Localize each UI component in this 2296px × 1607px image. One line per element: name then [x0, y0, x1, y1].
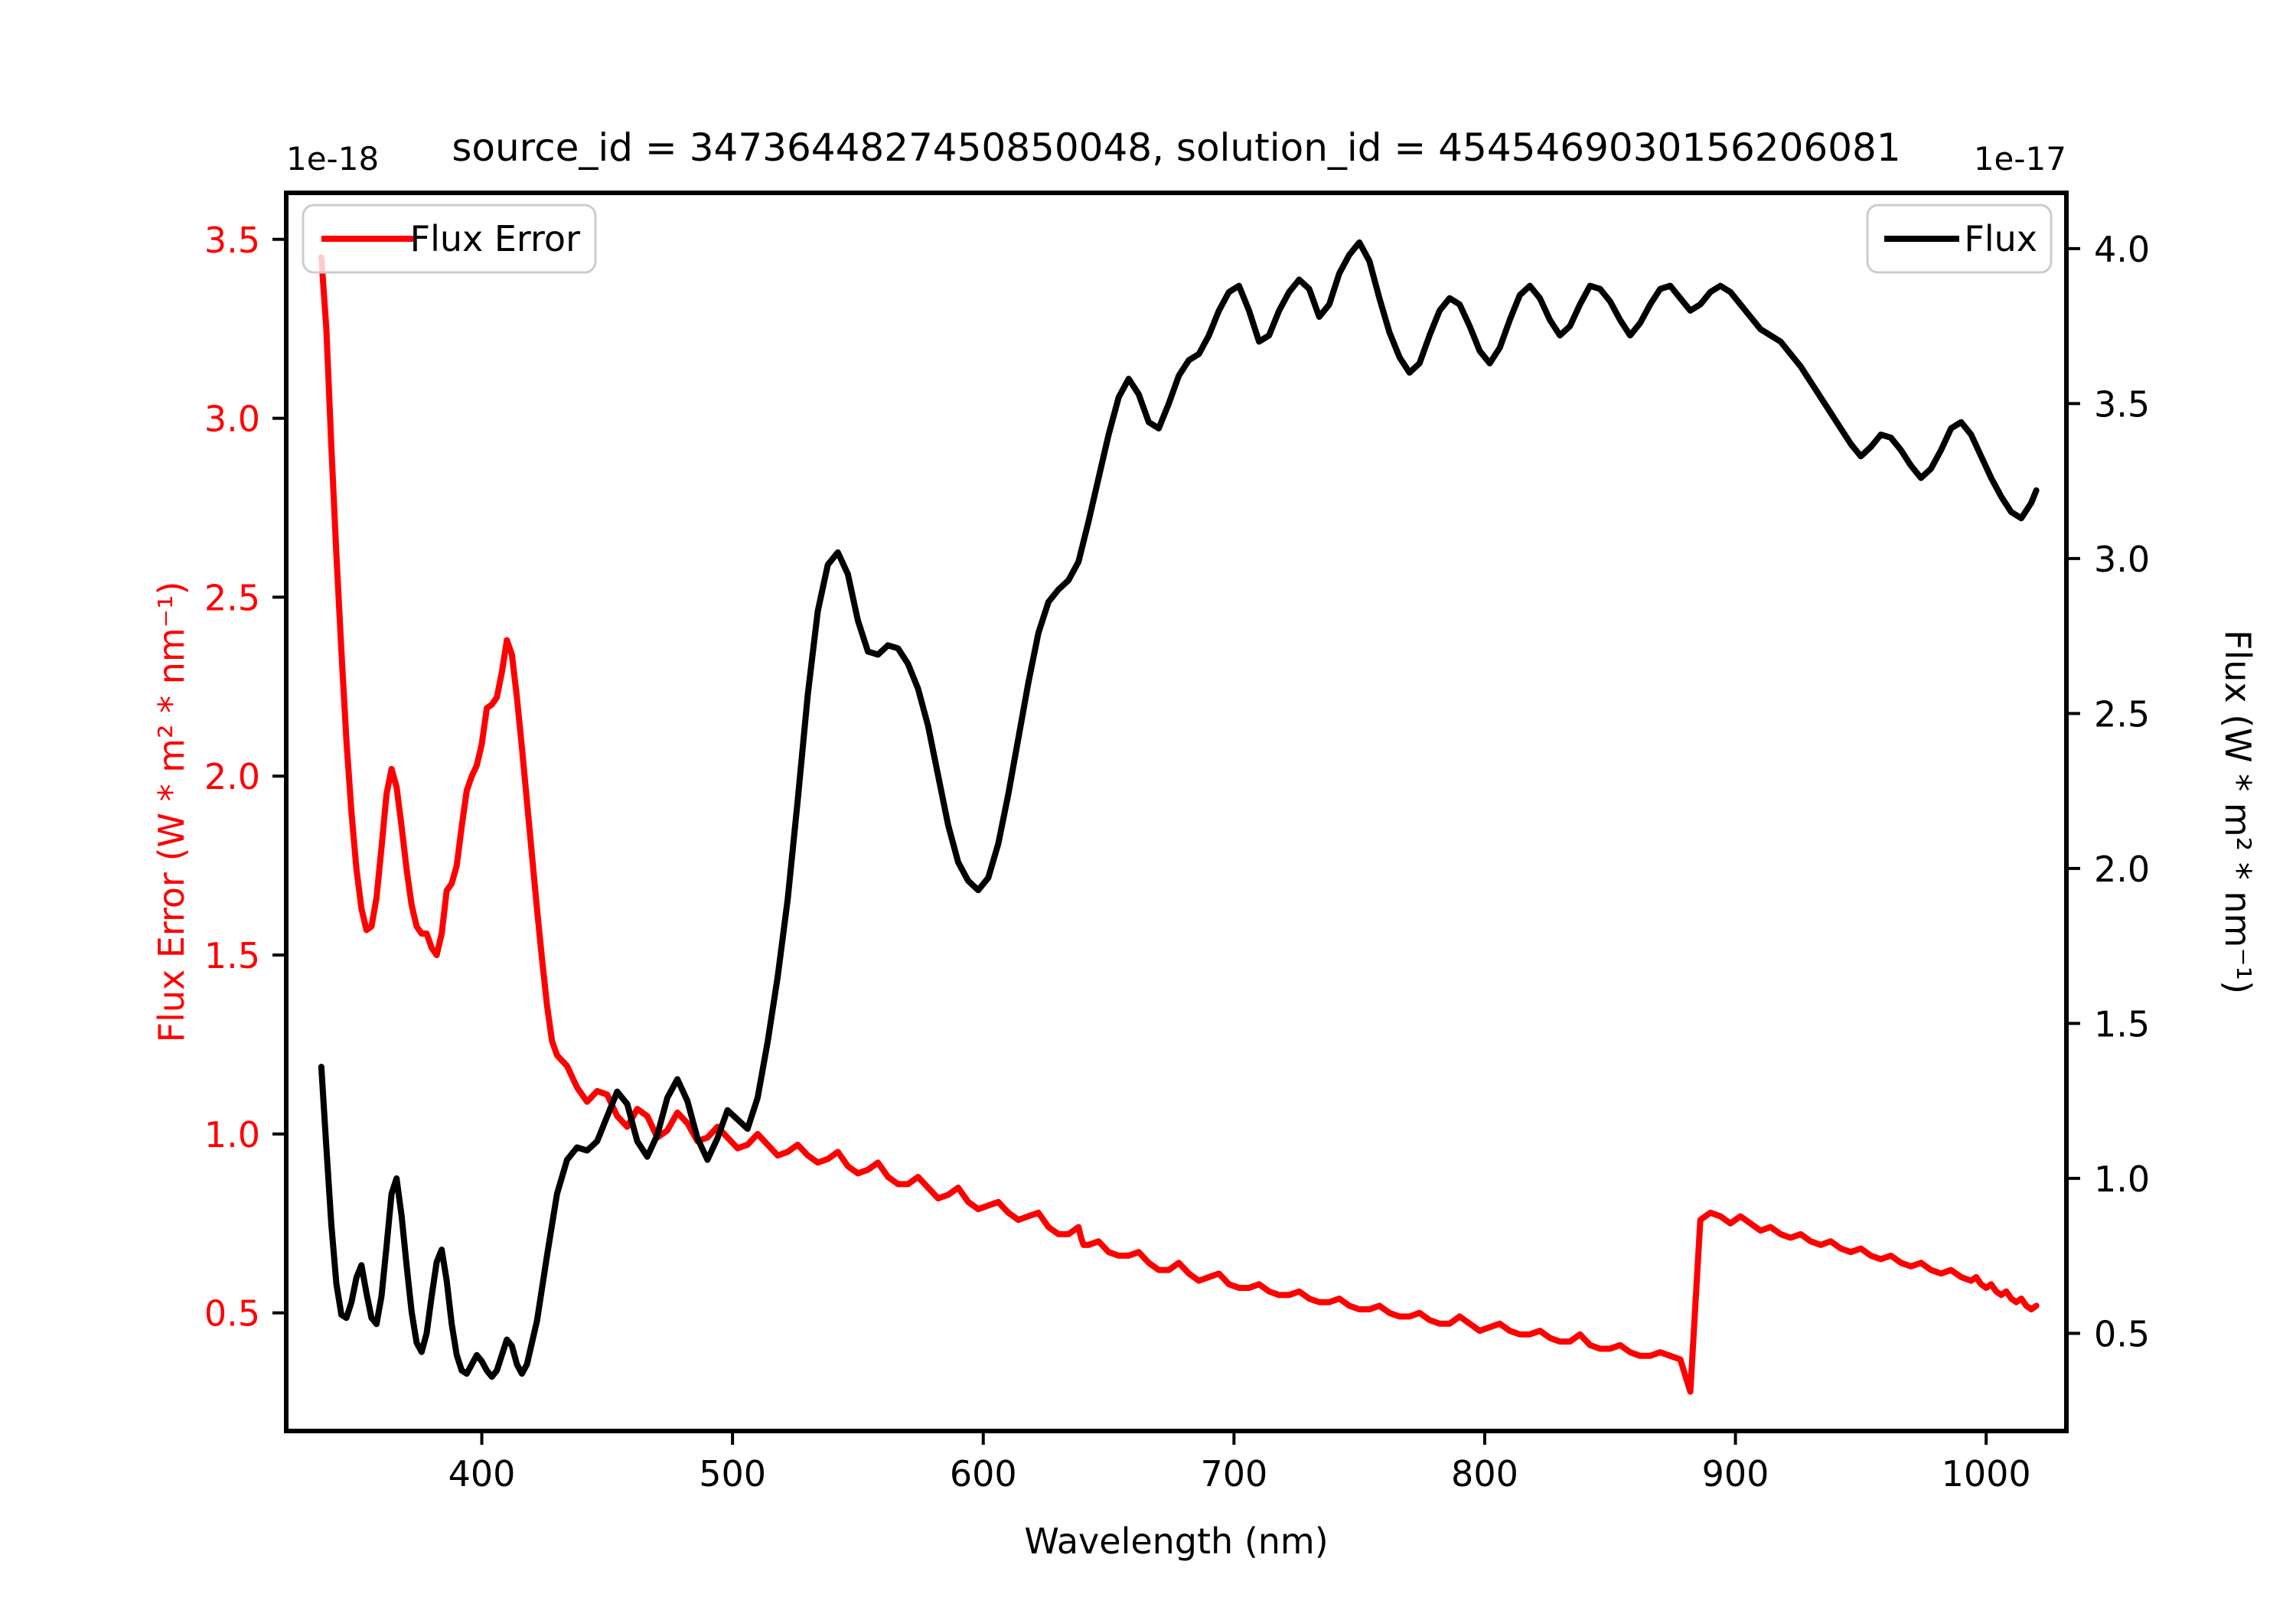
right-axis-offset-label: 1e-17: [1974, 140, 2066, 178]
series-line-flux: [318, 239, 2040, 1380]
plot-frame: [284, 191, 2069, 1433]
left-axis-ticks: 0.5 1.0 1.5 2.0 2.5 3.0 3.5: [204, 220, 286, 1335]
left-tick-label: 3.5: [204, 220, 260, 261]
legend-flux-label: Flux: [1964, 218, 2037, 259]
left-tick-label: 1.5: [204, 935, 260, 976]
legend-flux-error-box: [302, 204, 597, 274]
left-tick-label: 0.5: [204, 1293, 260, 1335]
right-axis-ticks: 0.5 1.0 1.5 2.0 2.5 3.0 3.5 4.0: [2066, 229, 2150, 1354]
right-tick-label: 1.0: [2094, 1159, 2150, 1200]
series-line-flux-error: [318, 254, 2040, 1395]
x-tick-label: 600: [950, 1453, 1017, 1495]
left-tick-label: 2.5: [204, 577, 260, 618]
right-tick-label: 3.5: [2094, 383, 2150, 425]
x-tick-label: 500: [699, 1453, 766, 1495]
legend-flux-error[interactable]: Flux Error: [302, 204, 597, 274]
x-tick-label: 900: [1702, 1453, 1769, 1495]
left-tick-label: 2.0: [204, 756, 260, 797]
left-y-axis-label: Flux Error (W * m² * nm⁻¹): [151, 582, 192, 1043]
x-tick-label: 800: [1451, 1453, 1518, 1495]
left-axis-offset-label: 1e-18: [286, 140, 379, 178]
x-tick-label: 1000: [1942, 1453, 2031, 1495]
left-tick-label: 3.0: [204, 399, 260, 440]
right-tick-label: 1.5: [2094, 1003, 2150, 1045]
right-tick-label: 4.0: [2094, 229, 2150, 270]
series-group: [318, 239, 2040, 1395]
chart-title: source_id = 3473644827450850048, solutio…: [452, 125, 1900, 170]
x-axis-ticks: 400 500 600 700 800 900 1000: [448, 1431, 2031, 1495]
right-tick-label: 3.0: [2094, 539, 2150, 580]
right-tick-label: 2.0: [2094, 849, 2150, 890]
x-axis-label: Wavelength (nm): [1024, 1521, 1328, 1562]
left-tick-label: 1.0: [204, 1114, 260, 1156]
x-tick-label: 400: [448, 1453, 516, 1495]
x-tick-label: 700: [1200, 1453, 1267, 1495]
right-tick-label: 2.5: [2094, 693, 2150, 735]
legend-flux[interactable]: Flux: [1866, 204, 2053, 274]
right-tick-label: 0.5: [2094, 1313, 2150, 1354]
right-y-axis-label: Flux (W * m² * nm⁻¹): [2217, 630, 2258, 994]
legend-flux-error-label: Flux Error: [410, 218, 580, 259]
